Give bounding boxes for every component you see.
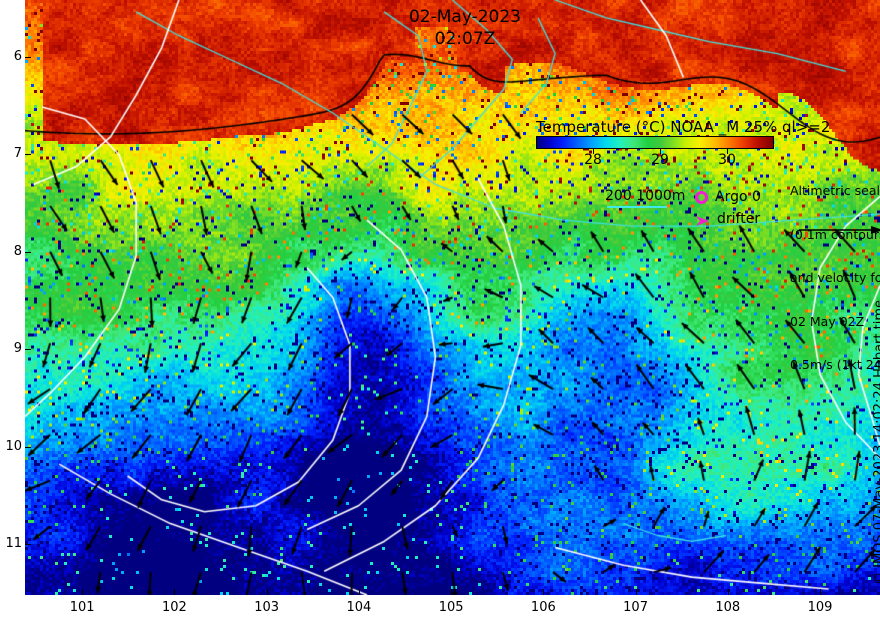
x-axis-label: 109 [807, 600, 833, 615]
x-axis-tick [635, 589, 637, 595]
x-axis-label: 107 [623, 600, 648, 615]
y-axis-label: 10 [5, 438, 22, 454]
x-axis-label: 103 [254, 600, 280, 615]
y-axis-tick [25, 154, 31, 156]
x-axis-label: 102 [161, 600, 187, 615]
y-axis-tick [25, 446, 31, 448]
x-axis-label: 104 [346, 600, 372, 615]
argo-float-icon [695, 191, 708, 204]
overlay-vector-layer [25, 0, 880, 595]
sst-map-plot[interactable]: 02-May-2023 02:07Z Temperature (°C) NOAA… [25, 0, 880, 595]
altimetry-line-5: 0.5m/s (1kt 24h) [790, 357, 880, 372]
altimetry-line-3: and velocity for [790, 270, 880, 285]
acquisition-timestamp: 02-May-2023 02:07Z [385, 6, 545, 50]
x-axis-tick [174, 589, 176, 595]
x-axis-label: 105 [438, 600, 464, 615]
y-axis-tick [25, 251, 31, 253]
x-axis-label: 108 [715, 600, 741, 615]
argo-legend-label: Argo 0 [715, 189, 761, 205]
x-axis-tick [727, 589, 729, 595]
x-axis-tick [82, 589, 84, 595]
acquisition-date: 02-May-2023 [408, 7, 521, 27]
colorbar-gradient[interactable] [536, 136, 774, 149]
colorbar-tick-label: 29 [651, 152, 669, 168]
y-axis-label: 7 [13, 146, 22, 162]
altimetry-annotation: Altimetric sealevel (0.1m contours) and … [790, 155, 880, 402]
y-axis-tick [25, 349, 31, 351]
colorbar-tick-label: 30 [718, 152, 736, 168]
bathymetry-legend-label: 200 1000m [605, 188, 686, 204]
y-axis-tick [25, 544, 31, 546]
x-axis-label: 106 [530, 600, 556, 615]
y-axis-tick [25, 56, 31, 58]
x-axis-tick [358, 589, 360, 595]
acquisition-time: 02:07Z [434, 29, 496, 49]
velocity-scale-arrow-icon [797, 222, 880, 241]
y-axis-label: 11 [5, 536, 22, 552]
drifter-arrow-icon [695, 213, 713, 232]
colorbar-tick-label: 28 [584, 152, 602, 168]
y-axis-label: 6 [13, 48, 22, 64]
drifter-legend-label: drifter [717, 211, 761, 227]
colorbar-title: Temperature (°C) NOAA _M 25% ql>=2 [536, 118, 831, 136]
copyright-text: © IMOS 07-May-2023 14:02:24 Hobart time [872, 300, 880, 585]
y-axis-label: 8 [13, 243, 22, 259]
colorbar-tick [593, 149, 594, 154]
x-axis-tick [820, 589, 822, 595]
x-axis-tick [451, 589, 453, 595]
colorbar-tick [660, 149, 661, 154]
x-axis-label: 101 [69, 600, 95, 615]
x-axis-tick [543, 589, 545, 595]
altimetry-line-4: 02 May 02Z [790, 313, 865, 329]
x-axis-tick [266, 589, 268, 595]
colorbar-tick [727, 149, 728, 154]
altimetry-line-1: Altimetric sealevel [790, 183, 880, 198]
bathymetry-contour-swatch [607, 206, 667, 208]
y-axis-label: 9 [13, 341, 22, 357]
